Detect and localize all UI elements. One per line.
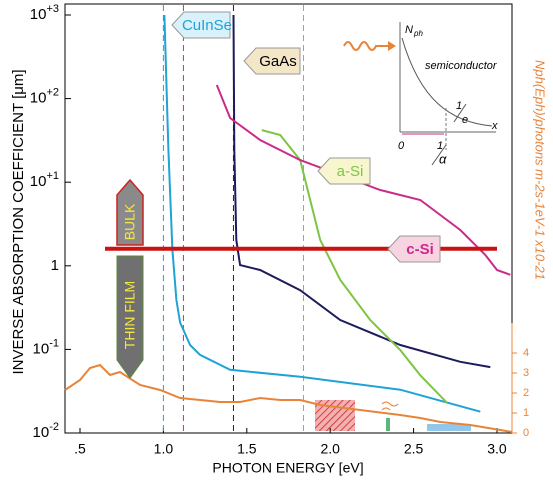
y2-tick-label: 1 — [523, 407, 529, 419]
squiggle — [381, 401, 399, 411]
y2-tick-label: 2 — [523, 387, 529, 399]
x-tick-label: 1.5 — [237, 441, 257, 457]
inset-text: x — [491, 120, 498, 132]
series-label: GaAs — [259, 53, 297, 70]
series-line — [261, 129, 448, 404]
band-blue — [427, 424, 471, 431]
series-label: a-Si — [337, 163, 364, 180]
callout — [387, 235, 441, 263]
photon-arrowhead — [388, 41, 396, 51]
inset-text: 1 — [437, 140, 443, 152]
inset-text: 1 — [456, 100, 462, 112]
x-tick-label: 1.0 — [154, 441, 174, 457]
thin-film-arrow — [116, 255, 144, 379]
series-label: c-Si — [406, 241, 434, 258]
y2-axis-title: Nph(Eph)/photons m-2s-1eV-1 x10-21 — [533, 60, 548, 280]
callout — [243, 47, 301, 75]
series-line — [215, 84, 511, 276]
inset-slash — [431, 144, 447, 166]
inset-text: N — [405, 24, 413, 36]
inset-text: e — [462, 114, 468, 126]
x-tick-label: 2.5 — [404, 441, 424, 457]
callout — [317, 157, 371, 185]
region-label: BULK — [122, 203, 138, 240]
plot-frame — [64, 3, 513, 434]
x-axis-title: PHOTON ENERGY [eV] — [212, 460, 363, 476]
y-tick-label: 10+2 — [30, 87, 59, 107]
series-line — [163, 14, 481, 413]
photon-wave — [343, 41, 394, 51]
y2-tick-label: 3 — [523, 367, 529, 379]
inset: N ph semiconductor 1 e 0 1 α x — [343, 22, 498, 166]
y-tick-label: 10-2 — [33, 421, 59, 441]
y-tick-label: 10-1 — [33, 337, 59, 357]
region-label: THIN FILM — [122, 281, 138, 349]
band-green — [386, 418, 390, 431]
inset-text: 0 — [398, 140, 405, 152]
inset-curve — [401, 37, 493, 127]
inset-text: α — [439, 151, 447, 166]
callout — [171, 11, 231, 39]
x-tick-label: 2.0 — [320, 441, 340, 457]
y-tick-label: 10+1 — [30, 170, 59, 190]
inset-text: semiconductor — [425, 60, 498, 72]
series-line — [64, 363, 513, 433]
x-tick-label: 3.0 — [487, 441, 507, 457]
bulk-arrow — [116, 178, 144, 246]
inset-text: ph — [413, 29, 423, 38]
series-line — [232, 14, 491, 369]
inset-slash — [453, 103, 467, 123]
series-label: CuInSe — [182, 17, 232, 34]
y2-tick-label: 0 — [523, 427, 529, 439]
y-tick-label: 1 — [51, 257, 59, 274]
y2-tick-label: 4 — [523, 347, 529, 359]
y-tick-label: 10+3 — [30, 3, 59, 23]
y-axis-title: INVERSE ABSORPTION COEFFICIENT [μm] — [10, 69, 27, 374]
x-tick-label: .5 — [74, 441, 86, 457]
